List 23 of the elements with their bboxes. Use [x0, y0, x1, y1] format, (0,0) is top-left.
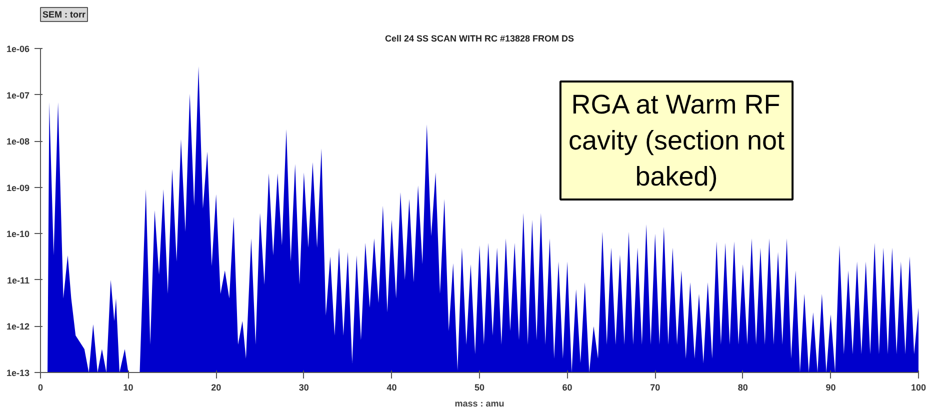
y-axis-title: SEM : torr [42, 10, 86, 20]
chart-title: Cell 24 SS SCAN WITH RC #13828 FROM DS [384, 34, 574, 44]
y-tick-label: 1e-09 [6, 182, 30, 193]
x-tick-label: 40 [386, 382, 397, 392]
annotation: RGA at Warm RF cavity (section not baked) [568, 90, 786, 192]
y-tick-label: 1e-13 [6, 368, 30, 378]
x-tick-label: 20 [211, 382, 222, 392]
y-tick-label: 1e-10 [6, 229, 30, 240]
x-tick-label: 90 [826, 382, 836, 392]
x-tick-label: 70 [650, 382, 660, 392]
x-tick-label: 60 [562, 382, 572, 392]
y-tick-label: 1e-06 [6, 44, 30, 54]
x-tick-label: 0 [38, 382, 44, 392]
x-tick-label: 30 [298, 382, 309, 392]
x-tick-label: 80 [738, 382, 748, 392]
y-tick-label: 1e-12 [6, 322, 30, 332]
y-tick-label: 1e-07 [6, 90, 30, 100]
y-tick-label: 1e-11 [6, 275, 30, 286]
y-tick-label: 1e-08 [6, 136, 30, 147]
x-tick-label: 10 [123, 382, 134, 392]
x-axis-title: mass : amu [454, 398, 504, 408]
x-tick-label: 50 [474, 382, 485, 392]
x-tick-label: 100 [910, 382, 926, 392]
